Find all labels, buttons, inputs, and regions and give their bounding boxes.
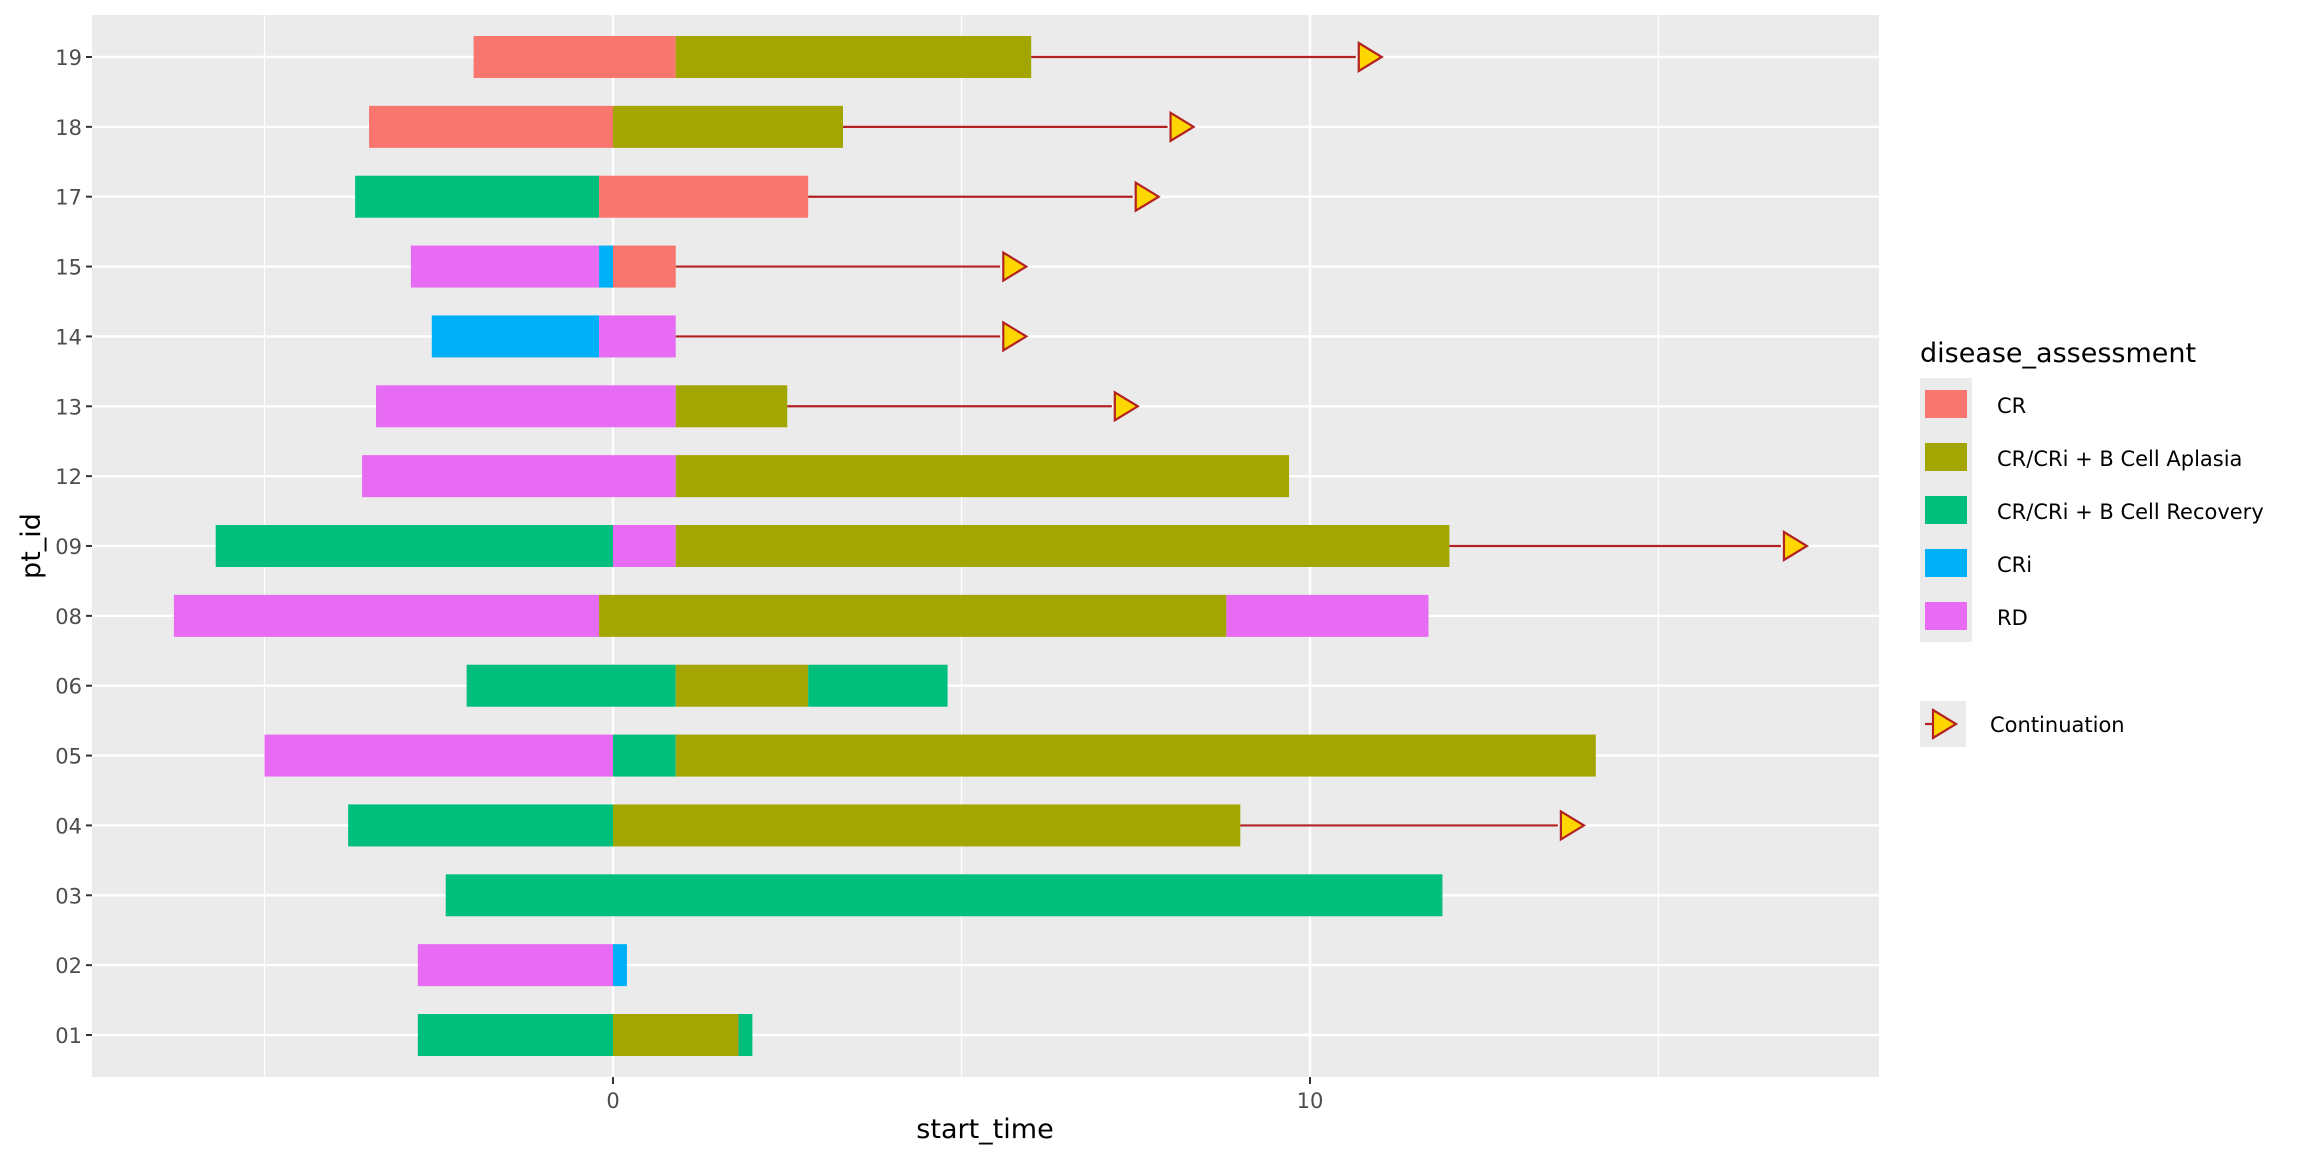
legend-swatch xyxy=(1925,390,1967,418)
bar-segment xyxy=(445,874,1443,917)
bar-segment xyxy=(808,664,948,707)
bar-segment xyxy=(613,944,627,987)
bar-segment xyxy=(675,664,809,707)
legend-label: CR/CRi + B Cell Recovery xyxy=(1997,500,2264,524)
continuation-arrow xyxy=(1169,110,1196,143)
y-tick-label: 12 xyxy=(55,465,82,489)
bar-segment xyxy=(417,944,613,987)
continuation-arrow xyxy=(1002,320,1029,353)
x-axis-title: start_time xyxy=(916,1114,1053,1145)
bar-segment xyxy=(348,804,613,847)
bar-segment xyxy=(738,1014,753,1056)
bar-segment xyxy=(613,525,676,567)
x-tick-label: 10 xyxy=(1297,1089,1324,1113)
y-tick-label: 06 xyxy=(55,675,82,699)
continuation-arrow xyxy=(1357,41,1384,73)
bar-segment xyxy=(675,385,788,428)
legend: disease_assessment CR CR/CRi + B Cell Apl… xyxy=(1920,338,2264,747)
bar-segment xyxy=(613,734,676,777)
continuation-arrow xyxy=(1782,530,1810,562)
legend-label: RD xyxy=(1997,606,2028,630)
legend-swatch xyxy=(1925,549,1967,577)
bar-segment xyxy=(613,245,676,288)
legend-swatch xyxy=(1925,443,1967,471)
legend-label: CRi xyxy=(1997,553,2032,577)
legend-swatch xyxy=(1925,496,1967,524)
legend-swatch xyxy=(1925,602,1967,630)
bar-segment xyxy=(675,525,1450,567)
bar-segment xyxy=(599,315,676,358)
y-tick-label: 18 xyxy=(55,116,82,140)
y-tick-label: 08 xyxy=(55,605,82,629)
bar-segment xyxy=(613,1014,739,1056)
bar-segment xyxy=(599,245,613,288)
bar-segment xyxy=(675,455,1290,498)
bar-segment xyxy=(466,664,676,707)
y-tick-label: 19 xyxy=(55,46,82,70)
bar-segment xyxy=(215,525,613,567)
bar-segment xyxy=(417,1014,613,1056)
bar-segment xyxy=(613,804,1241,847)
x-tick-label: 0 xyxy=(606,1089,619,1113)
y-tick-label: 05 xyxy=(55,745,82,769)
y-tick-label: 09 xyxy=(55,535,82,559)
y-tick-label: 17 xyxy=(55,186,82,210)
bar-segment xyxy=(173,594,600,637)
y-tick-label: 01 xyxy=(55,1024,82,1048)
legend-continuation-label: Continuation xyxy=(1990,713,2125,737)
y-tick-label: 15 xyxy=(55,256,82,280)
bar-segment xyxy=(613,105,844,148)
continuation-arrow xyxy=(1002,250,1029,283)
bar-segment xyxy=(355,175,600,218)
bar-segment xyxy=(1226,594,1429,637)
legend-title: disease_assessment xyxy=(1920,338,2196,369)
bar-segment xyxy=(376,385,676,428)
bar-segment xyxy=(410,245,600,288)
bar-segment xyxy=(431,315,600,358)
y-tick-label: 02 xyxy=(55,954,82,978)
continuation-arrow xyxy=(1113,390,1140,423)
continuation-arrow xyxy=(1134,180,1161,213)
y-tick-label: 03 xyxy=(55,884,82,908)
bar-segment xyxy=(675,734,1596,777)
y-tick-label: 13 xyxy=(55,395,82,419)
bar-segment xyxy=(599,175,809,218)
legend-continuation-arrow-icon xyxy=(1931,708,1959,740)
bar-segment xyxy=(473,36,676,78)
bar-segment xyxy=(675,36,1032,78)
bar-segment xyxy=(369,105,613,148)
bar-segment xyxy=(599,594,1227,637)
legend-label: CR xyxy=(1997,394,2026,418)
y-tick-label: 14 xyxy=(55,325,82,349)
bar-segment xyxy=(362,455,676,498)
continuation-arrow xyxy=(1559,809,1587,842)
y-axis-title: pt_id xyxy=(16,513,47,579)
y-tick-label: 04 xyxy=(55,814,82,838)
bar-segment xyxy=(264,734,613,777)
legend-label: CR/CRi + B Cell Aplasia xyxy=(1997,447,2242,471)
